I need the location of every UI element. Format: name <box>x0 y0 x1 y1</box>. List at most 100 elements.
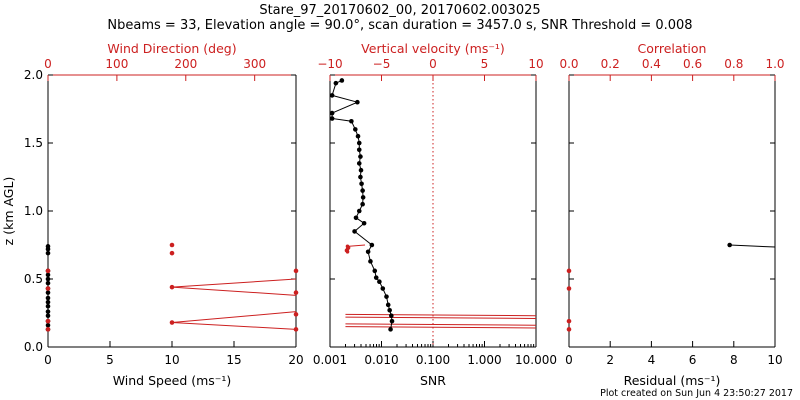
x-tick-label-p2: 10 <box>767 353 782 367</box>
wind-speed-point <box>45 322 51 328</box>
wind-direction-point <box>45 327 51 332</box>
wind-direction-point <box>45 318 51 324</box>
wind-direction-point <box>293 290 299 295</box>
x-axis-label-p0: Wind Speed (ms⁻¹) <box>113 373 232 388</box>
top-tick-label-p0: 200 <box>174 57 197 71</box>
snr-point <box>385 302 391 308</box>
residual-segment <box>729 244 776 248</box>
wind-direction-point <box>169 250 175 256</box>
wind-speed-point <box>45 295 51 301</box>
x-tick-label-p1: 0.010 <box>364 353 398 367</box>
top-tick-label-p1: −10 <box>317 57 342 71</box>
residual-point <box>727 242 732 248</box>
top-tick-label-p1: 0 <box>429 57 437 71</box>
snr-point <box>333 80 339 86</box>
snr-point <box>359 181 364 187</box>
wind-direction-point <box>169 284 175 290</box>
y-tick-label: 0.0 <box>24 340 43 354</box>
wind-speed-point <box>45 303 51 309</box>
snr-point <box>329 93 335 98</box>
wind-speed-point <box>45 299 51 305</box>
x-tick-label-p2: 2 <box>606 353 614 367</box>
snr-point <box>339 78 345 83</box>
wind-direction-point <box>45 268 51 274</box>
snr-point <box>388 327 393 332</box>
top-tick-label-p0: 300 <box>243 57 266 71</box>
footer-timestamp: Plot created on Sun Jun 4 23:50:27 2017 <box>600 388 793 399</box>
wind-speed-point <box>45 309 51 314</box>
snr-point <box>368 259 373 264</box>
top-tick-label-p2: 0.8 <box>724 57 743 71</box>
snr-point <box>353 215 359 221</box>
vertical-velocity-segment <box>345 316 537 319</box>
wind-direction-point <box>293 268 299 274</box>
x-tick-label-p0: 0 <box>44 353 52 367</box>
snr-point <box>380 286 386 291</box>
y-tick-label: 1.5 <box>24 136 43 150</box>
wind-speed-point <box>45 244 51 249</box>
snr-point <box>352 229 357 234</box>
snr-point <box>360 195 366 200</box>
wind-direction-point <box>169 320 175 325</box>
wind-speed-point <box>45 272 51 278</box>
chart-subtitle: Nbeams = 33, Elevation angle = 90.0°, sc… <box>107 18 692 33</box>
correlation-point <box>566 318 572 324</box>
x-tick-label-p1: 10.000 <box>515 353 557 367</box>
top-axis-label-p2: Correlation <box>638 41 707 56</box>
snr-point <box>356 147 362 153</box>
vertical-velocity-segment <box>345 323 537 326</box>
wind-speed-point <box>45 290 51 295</box>
snr-point <box>356 161 362 166</box>
wind-speed-point <box>45 276 51 282</box>
correlation-point <box>566 286 572 291</box>
correlation-point <box>566 327 572 332</box>
wind-direction-segment <box>171 311 297 324</box>
snr-point <box>373 275 379 280</box>
vertical-velocity-segment <box>345 313 537 317</box>
top-tick-label-p0: 0 <box>44 57 52 71</box>
snr-point <box>329 110 335 116</box>
y-tick-label: 2.0 <box>24 68 43 82</box>
wind-speed-point <box>45 313 51 319</box>
snr-point <box>355 133 361 139</box>
top-tick-label-p0: 100 <box>105 57 128 71</box>
wind-direction-segment <box>171 278 297 288</box>
snr-point <box>358 174 363 180</box>
snr-point <box>360 201 365 207</box>
wind-speed-point <box>45 280 51 286</box>
snr-point <box>384 294 389 299</box>
vertical-velocity-segment <box>347 244 366 247</box>
x-tick-label-p0: 15 <box>226 353 241 367</box>
top-axis-label-p1: Vertical velocity (ms⁻¹) <box>361 41 505 56</box>
y-axis-label: z (km AGL) <box>1 177 16 246</box>
x-tick-label-p1: 1.000 <box>467 353 501 367</box>
snr-point <box>361 220 367 226</box>
x-tick-label-p2: 4 <box>648 353 656 367</box>
snr-point <box>353 127 358 132</box>
y-tick-label: 0.5 <box>24 272 43 286</box>
top-tick-label-p1: −5 <box>373 57 391 71</box>
correlation-point <box>566 268 572 274</box>
snr-point <box>358 154 363 159</box>
snr-point <box>369 242 375 248</box>
snr-point <box>356 140 362 146</box>
top-tick-label-p2: 1.0 <box>765 57 784 71</box>
snr-point <box>349 118 354 124</box>
snr-point <box>389 318 395 324</box>
snr-point <box>377 279 382 285</box>
snr-point <box>358 167 364 173</box>
vertical-velocity-segment <box>345 326 537 329</box>
x-tick-label-p1: 0.001 <box>313 353 347 367</box>
wind-direction-point <box>293 327 299 332</box>
snr-point <box>387 307 392 313</box>
snr-point <box>372 268 378 274</box>
snr-point <box>360 188 365 193</box>
chart-title: Stare_97_20170602_00, 20170602.003025 <box>259 3 540 18</box>
x-tick-label-p0: 10 <box>164 353 179 367</box>
wind-direction-point <box>293 312 299 317</box>
x-axis-label-p2: Residual (ms⁻¹) <box>624 373 721 388</box>
top-tick-label-p1: 10 <box>528 57 543 71</box>
x-tick-label-p2: 8 <box>730 353 738 367</box>
x-axis-label-p1: SNR <box>420 373 446 388</box>
